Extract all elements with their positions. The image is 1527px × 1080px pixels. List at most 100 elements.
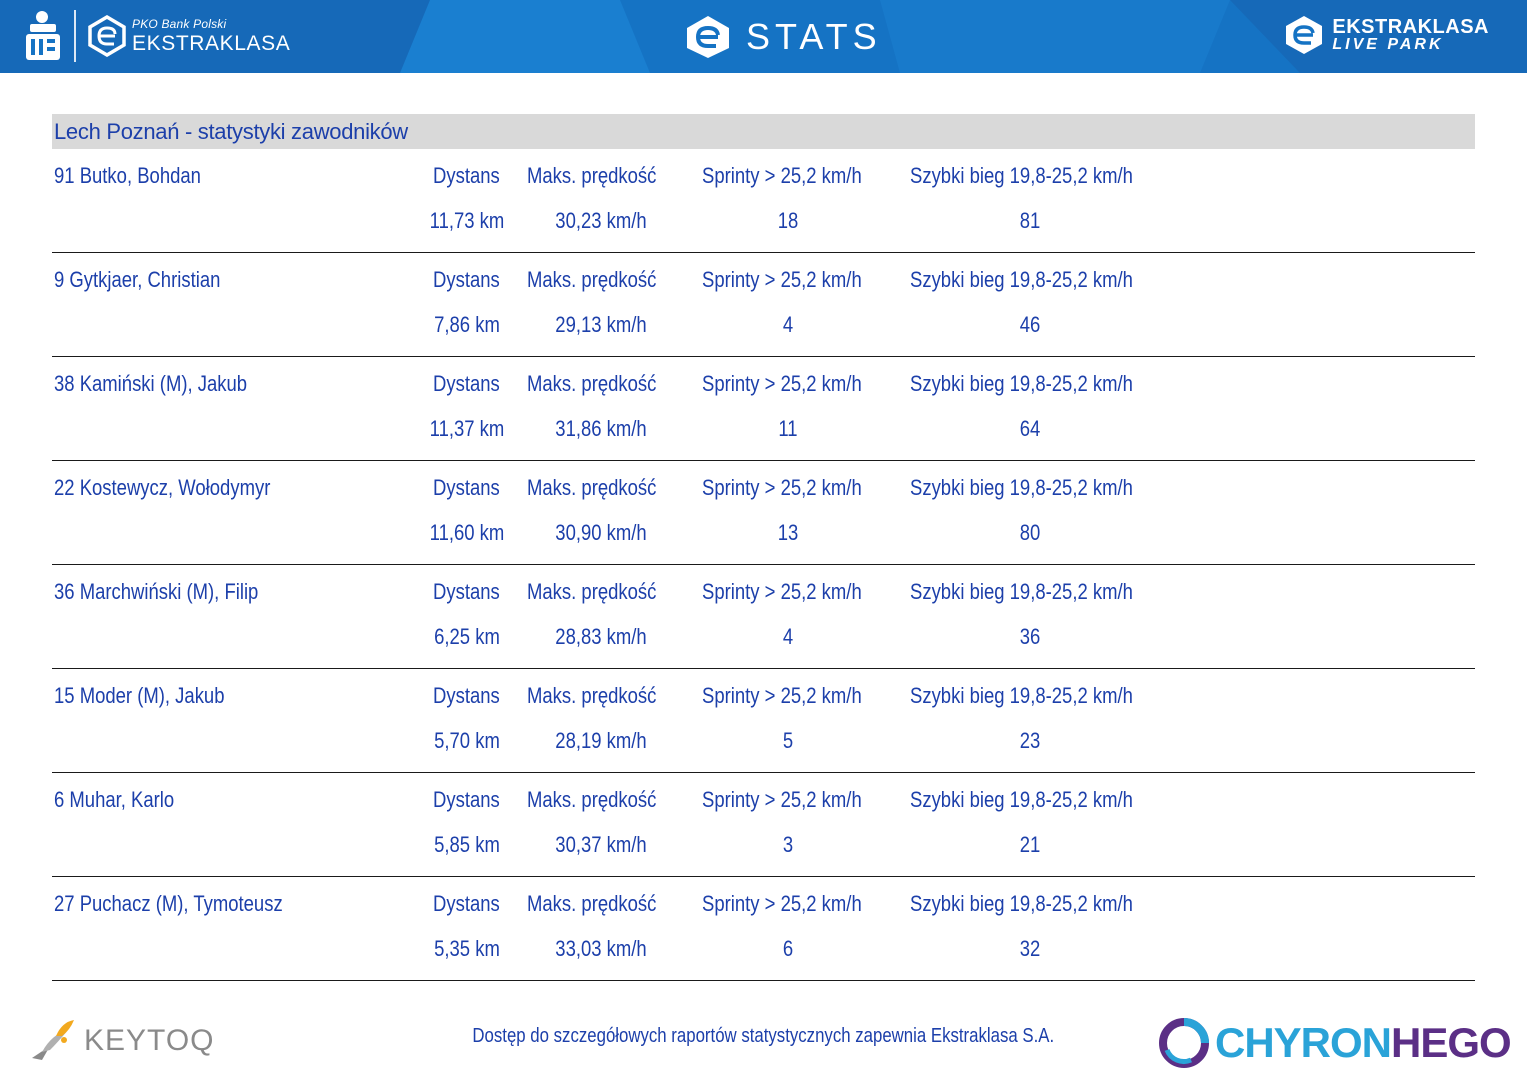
sprints-label: Sprinty > 25,2 km/h xyxy=(702,475,862,500)
brand-text: PKO Bank Polski EKSTRAKLASA xyxy=(132,18,290,54)
hego-text-part: HEGO xyxy=(1391,1019,1512,1066)
sprints-label: Sprinty > 25,2 km/h xyxy=(702,787,862,812)
live-park-e-icon xyxy=(1286,16,1323,54)
sprints-label: Sprinty > 25,2 km/h xyxy=(702,163,862,188)
fast-run-value: 46 xyxy=(1019,312,1041,337)
distance-value: 11,60 km xyxy=(429,520,505,545)
player-row: 91 Butko, Bohdan Dystans Maks. prędkość Spr… xyxy=(52,149,1475,253)
team-title: Lech Poznań - statystyki zawodników xyxy=(54,119,408,144)
max-speed-value: 33,03 km/h xyxy=(555,936,647,961)
max-speed-label: Maks. prędkość xyxy=(527,267,657,292)
player-row: 36 Marchwiński (M), Filip Dystans Maks. pr… xyxy=(52,565,1475,669)
fast-run-value: 80 xyxy=(1019,520,1041,545)
sprints-value: 5 xyxy=(782,728,794,753)
brand-divider xyxy=(74,10,76,62)
live-park-line2: LIVE PARK xyxy=(1332,36,1444,53)
sprints-value: 4 xyxy=(782,312,794,337)
max-speed-label: Maks. prędkość xyxy=(527,475,657,500)
distance-value: 7,86 km xyxy=(434,312,500,337)
chyron-text-part: CHYRON xyxy=(1215,1019,1392,1066)
team-title-bar: Lech Poznań - statystyki zawodników xyxy=(52,114,1475,149)
fast-run-label: Szybki bieg 19,8-25,2 km/h xyxy=(910,475,1133,500)
sprints-label: Sprinty > 25,2 km/h xyxy=(702,579,862,604)
stats-title-text: STATS xyxy=(746,16,882,57)
fast-run-label: Szybki bieg 19,8-25,2 km/h xyxy=(910,787,1133,812)
sprints-label: Sprinty > 25,2 km/h xyxy=(702,371,862,396)
ekstraklasa-brand[interactable]: PKO Bank Polski EKSTRAKLASA xyxy=(22,6,290,66)
max-speed-label: Maks. prędkość xyxy=(527,787,657,812)
sprints-label: Sprinty > 25,2 km/h xyxy=(702,891,862,916)
distance-label: Dystans xyxy=(433,475,500,500)
distance-label: Dystans xyxy=(433,683,500,708)
max-speed-label: Maks. prędkość xyxy=(527,163,657,188)
distance-label: Dystans xyxy=(433,163,500,188)
max-speed-label: Maks. prędkość xyxy=(527,891,657,916)
fast-run-value: 21 xyxy=(1019,832,1041,857)
sprints-value: 3 xyxy=(782,832,794,857)
max-speed-value: 28,83 km/h xyxy=(555,624,647,649)
fast-run-label: Szybki bieg 19,8-25,2 km/h xyxy=(910,683,1133,708)
brand-big-text: EKSTRAKLASA xyxy=(132,32,291,55)
footer-note-text: Dostęp do szczegółowych raportów statyst… xyxy=(472,1025,1055,1047)
player-name: 36 Marchwiński (M), Filip xyxy=(54,579,259,604)
fast-run-label: Szybki bieg 19,8-25,2 km/h xyxy=(910,371,1133,396)
sprints-value: 4 xyxy=(782,624,794,649)
distance-value: 5,85 km xyxy=(434,832,500,857)
distance-label: Dystans xyxy=(433,371,500,396)
max-speed-value: 30,90 km/h xyxy=(555,520,647,545)
live-park-brand[interactable]: EKSTRAKLASA LIVE PARK xyxy=(1284,14,1489,56)
distance-value: 5,35 km xyxy=(434,936,500,961)
max-speed-label: Maks. prędkość xyxy=(527,579,657,604)
player-name: 22 Kostewycz, Wołodymyr xyxy=(54,475,271,500)
player-row: 6 Muhar, Karlo Dystans Maks. prędkość Sprin… xyxy=(52,773,1475,877)
distance-value: 6,25 km xyxy=(434,624,500,649)
header-bar: PKO Bank Polski EKSTRAKLASA STATS EKSTRA… xyxy=(0,0,1527,73)
sprints-value: 13 xyxy=(777,520,799,545)
max-speed-label: Maks. prędkość xyxy=(527,683,657,708)
sprints-value: 18 xyxy=(777,208,799,233)
fast-run-value: 32 xyxy=(1019,936,1041,961)
chyronhego-swirl-icon xyxy=(1159,1018,1209,1068)
keytoq-bird-icon xyxy=(32,1020,74,1060)
fast-run-label: Szybki bieg 19,8-25,2 km/h xyxy=(910,267,1133,292)
player-name: 27 Puchacz (M), Tymoteusz xyxy=(54,891,283,916)
player-row: 38 Kamiński (M), Jakub Dystans Maks. prędk… xyxy=(52,357,1475,461)
fast-run-value: 64 xyxy=(1019,416,1041,441)
player-row: 27 Puchacz (M), Tymoteusz Dystans Maks. pr… xyxy=(52,877,1475,981)
distance-label: Dystans xyxy=(433,267,500,292)
player-row: 22 Kostewycz, Wołodymyr Dystans Maks. pręd… xyxy=(52,461,1475,565)
player-name: 9 Gytkjaer, Christian xyxy=(54,267,221,292)
fast-run-label: Szybki bieg 19,8-25,2 km/h xyxy=(910,579,1133,604)
live-park-text: EKSTRAKLASA LIVE PARK xyxy=(1332,17,1489,53)
fast-run-value: 36 xyxy=(1019,624,1041,649)
chyronhego-text: CHYRONHEGO xyxy=(1215,1019,1512,1066)
max-speed-value: 31,86 km/h xyxy=(555,416,647,441)
distance-label: Dystans xyxy=(433,891,500,916)
player-row: 15 Moder (M), Jakub Dystans Maks. prędkość… xyxy=(52,669,1475,773)
max-speed-value: 28,19 km/h xyxy=(555,728,647,753)
distance-label: Dystans xyxy=(433,787,500,812)
fast-run-value: 23 xyxy=(1019,728,1041,753)
keytoq-logo[interactable]: KEYTOQ xyxy=(28,1016,214,1066)
max-speed-label: Maks. prędkość xyxy=(527,371,657,396)
live-park-line1: EKSTRAKLASA xyxy=(1332,16,1489,38)
brand-small-text: PKO Bank Polski xyxy=(132,17,227,31)
fast-run-value: 81 xyxy=(1019,208,1041,233)
player-row: 9 Gytkjaer, Christian Dystans Maks. prędko… xyxy=(52,253,1475,357)
player-stats-table: 91 Butko, Bohdan Dystans Maks. prędkość Spr… xyxy=(52,149,1475,981)
stats-title: STATS xyxy=(684,12,882,62)
chyronhego-logo[interactable]: CHYRONHEGO xyxy=(1157,1016,1512,1070)
distance-value: 11,37 km xyxy=(429,416,505,441)
footer-note: Dostęp do szczegółowych raportów statyst… xyxy=(0,1025,1527,1048)
fast-run-label: Szybki bieg 19,8-25,2 km/h xyxy=(910,891,1133,916)
keytoq-text: KEYTOQ xyxy=(84,1024,215,1057)
player-name: 6 Muhar, Karlo xyxy=(54,787,175,812)
distance-value: 11,73 km xyxy=(429,208,505,233)
ekstraklasa-mark-icon xyxy=(88,15,126,57)
player-name: 38 Kamiński (M), Jakub xyxy=(54,371,248,396)
distance-value: 5,70 km xyxy=(434,728,500,753)
sprints-label: Sprinty > 25,2 km/h xyxy=(702,683,862,708)
fast-run-label: Szybki bieg 19,8-25,2 km/h xyxy=(910,163,1133,188)
sprints-value: 11 xyxy=(778,416,798,441)
pko-logo-icon xyxy=(26,11,60,60)
